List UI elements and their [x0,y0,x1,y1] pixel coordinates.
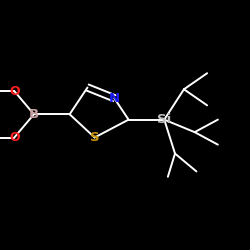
Text: O: O [9,84,20,98]
Text: S: S [90,131,100,144]
Text: N: N [109,92,120,105]
Text: B: B [29,108,39,121]
Text: Si: Si [157,113,172,126]
Text: O: O [9,131,20,144]
